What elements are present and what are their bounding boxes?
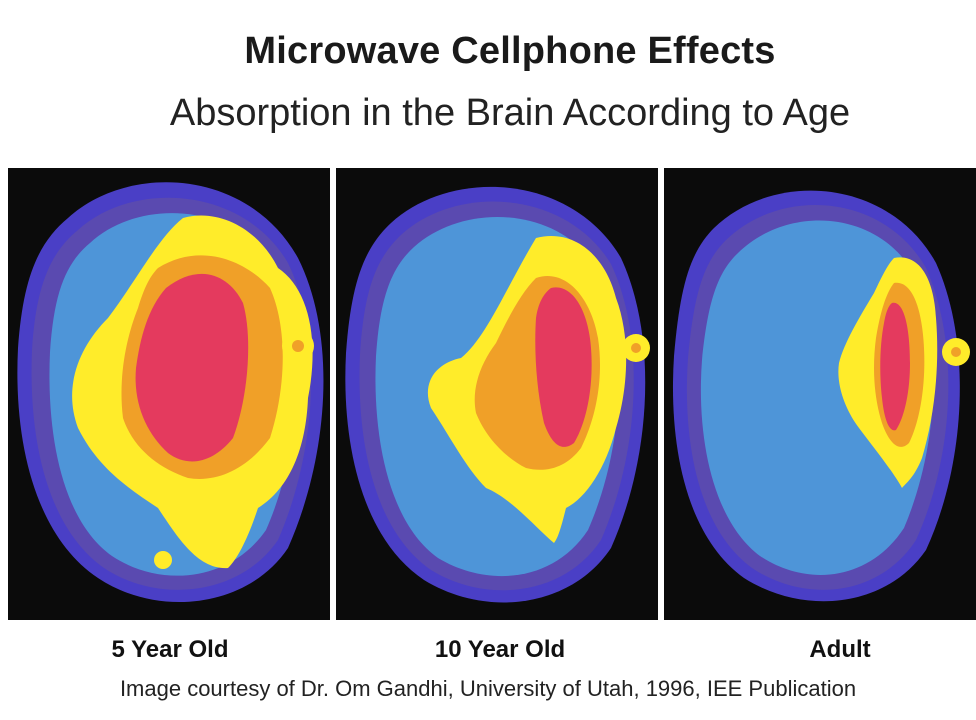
image-credit: Image courtesy of Dr. Om Gandhi, Univers… [119, 676, 857, 701]
head-scan-10-year-old [345, 186, 650, 603]
panel-label-adult: Adult [809, 636, 871, 663]
panel-label-10-year-old: 10 Year Old [434, 636, 566, 663]
low-absorption-spot [154, 551, 172, 569]
page-subtitle: Absorption in the Brain According to Age [169, 92, 851, 134]
head-scan-adult [672, 190, 970, 602]
ear-center [292, 340, 304, 352]
heatmap-adult [664, 168, 976, 620]
high-absorption-zone [880, 302, 910, 431]
panel-label-5-year-old: 5 Year Old [111, 636, 229, 663]
heatmap-5-year-old [8, 168, 330, 620]
page-title: Microwave Cellphone Effects [244, 30, 776, 72]
heatmap-10-year-old [336, 168, 658, 620]
ear-center [951, 347, 961, 357]
high-absorption-zone [535, 287, 592, 447]
ear-center [631, 343, 641, 353]
high-absorption-zone [135, 273, 249, 462]
head-scan-5-year-old [17, 182, 324, 602]
